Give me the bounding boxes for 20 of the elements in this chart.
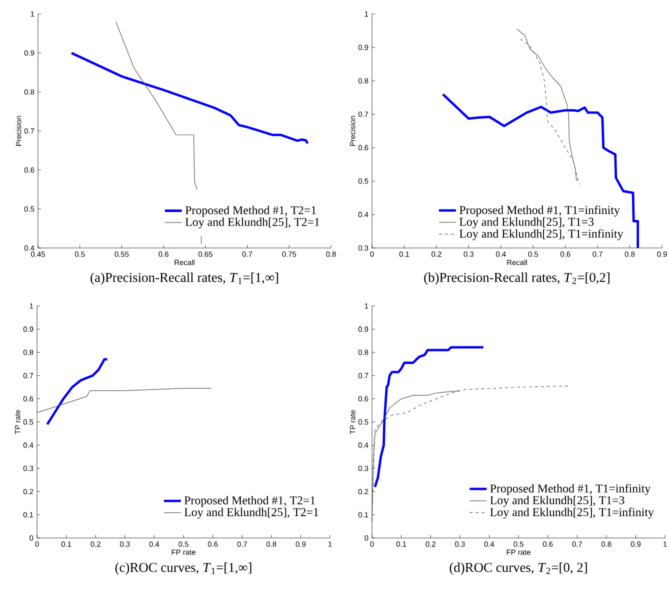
legend-label: Loy and Eklundh[25], T1=infinity <box>490 508 654 519</box>
text: (b)Precision-Recall rates, T$_{2}$=[0,2] <box>424 272 610 285</box>
line-series <box>442 93 640 250</box>
text: (c)ROC curves, T$_{1}$=[1,∞] <box>115 562 252 575</box>
text: (a)Precision-Recall rates, T$_{1}$=[1,∞] <box>90 272 278 285</box>
legend-label: Loy and Eklundh[25], T1=infinity <box>459 229 624 240</box>
legend-label: Loy and Eklundh[25], T2=1 <box>184 508 318 519</box>
line-series <box>374 346 485 488</box>
line-series <box>46 358 109 426</box>
line-series <box>70 52 309 145</box>
legend-label: Loy and Eklundh[25], T1=3 <box>459 217 594 228</box>
legend-label: Loy and Eklundh[25], T1=3 <box>490 496 624 507</box>
line-series <box>516 28 577 182</box>
text: (d)ROC curves, T$_{2}$=[0, 2] <box>450 562 587 575</box>
line-series <box>36 388 212 414</box>
legend-label: Proposed Method #1, T2=1 <box>184 496 315 507</box>
legend-label: Proposed Method #1, T1=infinity <box>490 484 651 495</box>
legend-label: Proposed Method #1, T2=1 <box>185 206 316 217</box>
legend-label: Proposed Method #1, T1=infinity <box>459 206 620 217</box>
legend-label: Loy and Eklundh[25], T2=1 <box>185 218 320 228</box>
